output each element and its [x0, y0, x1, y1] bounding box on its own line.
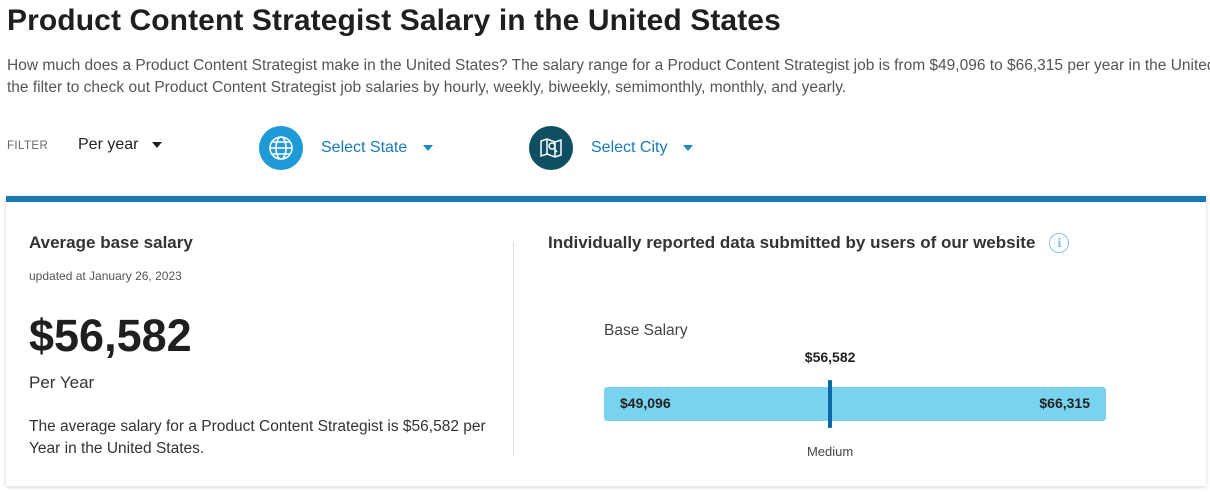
filter-label: FILTER [7, 140, 49, 152]
salary-card: Average base salary updated at January 2… [6, 196, 1206, 486]
reported-data-title-text: Individually reported data submitted by … [548, 233, 1036, 252]
range-min-label: $49,096 [620, 395, 671, 411]
median-caption: Medium [806, 444, 854, 459]
median-marker [828, 380, 833, 428]
range-max-label: $66,315 [1039, 395, 1090, 411]
chart-label: Base Salary [604, 322, 688, 339]
average-salary-amount: $56,582 [29, 310, 192, 361]
average-salary-description: The average salary for a Product Content… [29, 418, 486, 457]
divider [513, 242, 514, 456]
page-title: Product Content Strategist Salary in the… [7, 4, 781, 37]
median-value-label: $56,582 [804, 349, 856, 365]
intro-line: How much does a Product Content Strategi… [7, 57, 1210, 74]
map-icon [529, 126, 573, 170]
state-dropdown[interactable]: Select State [259, 126, 434, 170]
reported-data-section: Individually reported data submitted by … [548, 202, 1188, 486]
reported-data-title: Individually reported data submitted by … [548, 233, 1070, 253]
globe-icon [259, 126, 303, 170]
average-salary-title: Average base salary [29, 233, 193, 252]
city-placeholder: Select City [591, 139, 668, 156]
info-icon[interactable]: i [1049, 233, 1070, 253]
salary-unit: Per Year [29, 373, 95, 392]
state-placeholder: Select State [321, 139, 408, 156]
chevron-down-icon [683, 145, 694, 151]
filter-bar: FILTER Per year Select State Se [0, 122, 1210, 178]
salary-range-bar: $49,096 $66,315 [604, 387, 1106, 421]
period-dropdown[interactable]: Per year [78, 136, 163, 154]
average-salary-section: Average base salary updated at January 2… [29, 202, 499, 486]
intro-line: the filter to check out Product Content … [7, 79, 847, 96]
intro-text: How much does a Product Content Strategi… [7, 55, 1210, 99]
updated-date: updated at January 26, 2023 [29, 269, 182, 283]
chevron-down-icon [423, 145, 434, 151]
chevron-down-icon [152, 142, 163, 148]
period-value: Per year [78, 136, 139, 153]
city-dropdown[interactable]: Select City [529, 126, 694, 170]
